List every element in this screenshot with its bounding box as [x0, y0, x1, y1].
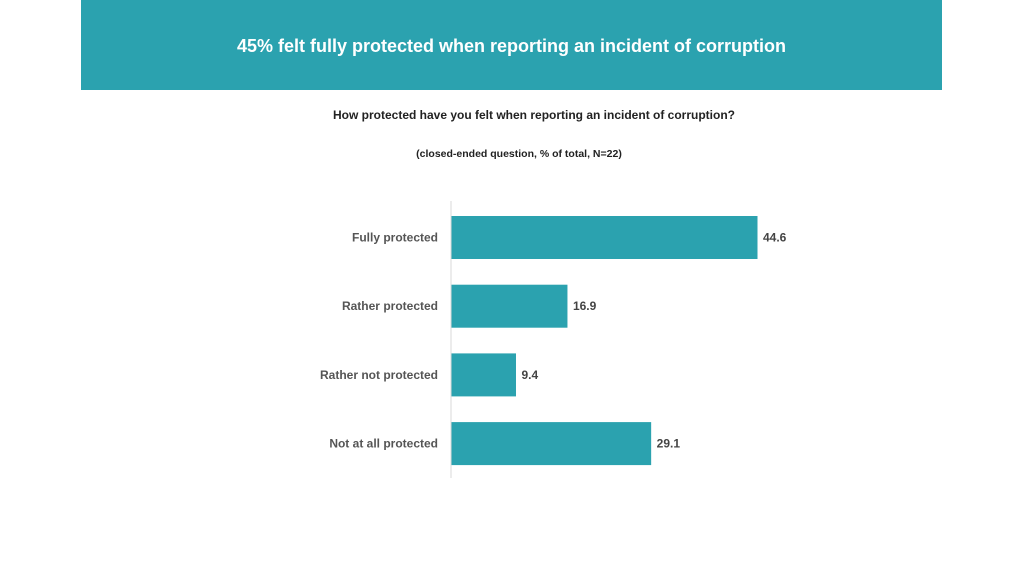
category-label: Rather not protected — [320, 368, 438, 382]
chart-title: How protected have you felt when reporti… — [332, 108, 736, 122]
chart-subtitle: (closed-ended question, % of total, N=22… — [416, 148, 622, 160]
title-banner: 45% felt fully protected when reporting … — [81, 0, 942, 90]
banner-title: 45% felt fully protected when reporting … — [236, 35, 787, 56]
category-label: Not at all protected — [329, 437, 438, 451]
data-label: 44.6 — [763, 231, 787, 245]
bar-rather-protected — [451, 284, 568, 328]
bar-not-at-all-protected — [451, 422, 652, 466]
data-label: 16.9 — [573, 299, 597, 313]
bar-fully-protected — [451, 216, 758, 259]
data-label: 9.4 — [521, 368, 538, 382]
data-label: 29.1 — [657, 437, 681, 451]
bar-rather-not-protected — [451, 353, 516, 397]
category-label: Rather protected — [342, 299, 438, 313]
category-label: Fully protected — [352, 231, 438, 245]
